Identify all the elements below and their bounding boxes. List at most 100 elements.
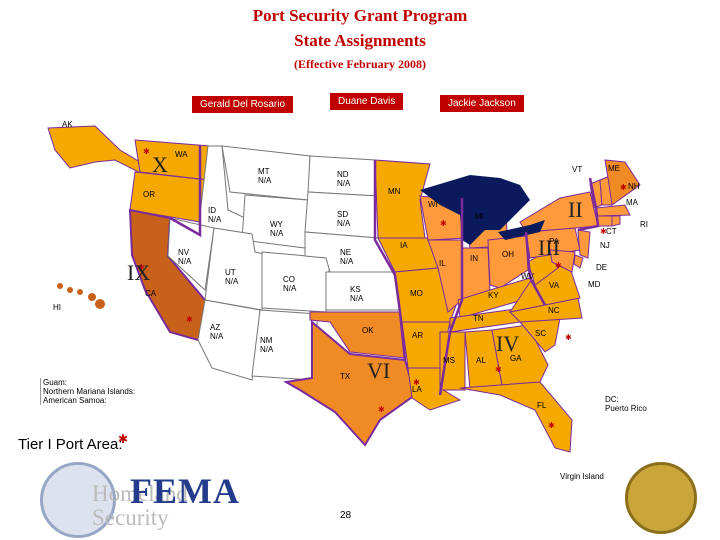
svg-text:✱: ✱: [620, 183, 627, 192]
state-label-ak: AK: [62, 120, 73, 129]
region-iii-label: III: [538, 235, 560, 260]
fema-logo: FEMA: [130, 471, 240, 511]
region-boundaries: [169, 145, 600, 396]
state-label-id: ID N/A: [208, 206, 222, 224]
state-label-mi: MI: [475, 212, 484, 221]
state-label-mn: MN: [388, 187, 401, 196]
state-oh: [487, 235, 529, 289]
state-label-de: DE: [596, 263, 608, 272]
virgin-island-note: Virgin Island: [560, 472, 604, 481]
state-ri: [611, 215, 621, 227]
svg-text:✱: ✱: [495, 365, 502, 374]
svg-text:✱: ✱: [440, 219, 447, 228]
state-md: [549, 249, 576, 273]
assignee-jackson: Jackie Jackson: [440, 95, 524, 112]
state-ga: [491, 324, 549, 386]
page-number: 28: [340, 510, 352, 521]
svg-text:✱: ✱: [138, 263, 145, 272]
state-label-nv: NV N/A: [178, 248, 192, 266]
page-subtitle: State Assignments: [294, 31, 426, 50]
svg-text:✱: ✱: [186, 315, 193, 324]
state-label-ri: RI: [640, 220, 648, 229]
dc-pr-note: DC: Puerto Rico: [605, 395, 647, 413]
svg-text:✱: ✱: [378, 405, 385, 414]
state-label-mt: MT N/A: [258, 167, 272, 185]
region-ii-label: II: [568, 197, 583, 222]
state-label-pa: PA: [549, 237, 560, 246]
state-label-md: MD: [588, 280, 601, 289]
homeland-security-wordmark: Homeland Security: [92, 481, 188, 530]
state-label-ma: MA: [626, 198, 638, 207]
state-label-il: IL: [439, 259, 446, 268]
state-label-nm: NM N/A: [260, 336, 274, 354]
state-label-wi: WI: [428, 200, 438, 209]
state-label-me: ME: [608, 164, 620, 173]
state-label-nc: NC: [548, 306, 560, 315]
state-label-in: IN: [470, 254, 478, 263]
state-label-ks: KS N/A: [350, 285, 364, 303]
svg-text:✱: ✱: [555, 261, 562, 270]
state-label-ne: NE N/A: [340, 248, 354, 266]
state-label-nj: NJ: [600, 241, 610, 250]
dhs-seal-icon: [40, 462, 116, 538]
svg-text:✱: ✱: [565, 333, 572, 342]
state-hi: [57, 283, 105, 309]
state-label-nd: ND N/A: [337, 170, 351, 188]
state-label-mo: MO: [410, 289, 423, 298]
state-label-az: AZ N/A: [210, 323, 224, 341]
state-de: [573, 254, 584, 269]
state-label-nh: NH: [628, 182, 640, 191]
region-vi-label: VI: [367, 358, 391, 383]
state-label-fl: FL: [537, 401, 547, 410]
state-label-hi: HI: [53, 303, 61, 312]
state-label-ms: MS: [443, 356, 455, 365]
state-label-ar: AR: [412, 331, 424, 340]
region-x-label: X: [152, 152, 168, 177]
state-label-al: AL: [476, 356, 486, 365]
state-label-tn: TN: [473, 314, 484, 323]
great-lakes: [420, 175, 530, 245]
effective-date: (Effective February 2008): [294, 57, 426, 71]
state-label-ut: UT N/A: [225, 268, 239, 286]
state-label-ky: KY: [488, 291, 499, 300]
state-label-co: CO N/A: [283, 275, 297, 293]
state-nj: [577, 229, 591, 259]
assignee-davis: Duane Davis: [330, 93, 404, 110]
assignee-rosario: Gerald Del Rosario: [192, 96, 294, 113]
region-iv-label: IV: [496, 331, 520, 356]
state-label-ga: GA: [510, 354, 522, 363]
state-label-ok: OK: [362, 326, 374, 335]
tier1-port-markers: ✱ ✱ ✱ ✱ ✱ ✱ ✱ ✱ ✱ ✱ ✱ ✱ ✱: [118, 147, 627, 446]
state-label-sc: SC: [535, 329, 547, 338]
page-title: Port Security Grant Program: [252, 6, 468, 25]
svg-text:✱: ✱: [118, 432, 128, 446]
state-me: [604, 159, 641, 206]
state-label-ia: IA: [400, 241, 408, 250]
state-fl: [459, 381, 573, 453]
state-il: [427, 239, 463, 313]
state-label-wy: WY N/A: [270, 220, 284, 238]
state-label-va: VA: [549, 281, 560, 290]
region-ix-label: IX: [127, 260, 151, 285]
state-label-wv: WV: [521, 272, 534, 281]
state-label-vt: VT: [572, 165, 583, 174]
state-ak: [47, 125, 152, 180]
state-label-la: LA: [412, 385, 422, 394]
state-ms: [439, 331, 466, 391]
svg-text:✱: ✱: [143, 147, 150, 156]
coast-guard-seal-icon: [625, 462, 697, 534]
state-ma: [595, 204, 631, 217]
pacific-territories-note: Guam: Northern Mariana Islands: American…: [40, 378, 163, 405]
state-tx: [283, 319, 417, 447]
svg-text:✱: ✱: [548, 421, 555, 430]
state-label-ct: CT: [606, 227, 617, 236]
state-label-wa: WA: [175, 150, 188, 159]
state-label-tx: TX: [340, 372, 351, 381]
state-label-oh: OH: [502, 250, 514, 259]
svg-text:✱: ✱: [600, 227, 607, 236]
state-mn: [374, 159, 431, 239]
state-label-ca: CA: [145, 289, 157, 298]
state-label-sd: SD N/A: [337, 210, 351, 228]
tier1-legend-label: Tier I Port Area:: [18, 436, 123, 453]
